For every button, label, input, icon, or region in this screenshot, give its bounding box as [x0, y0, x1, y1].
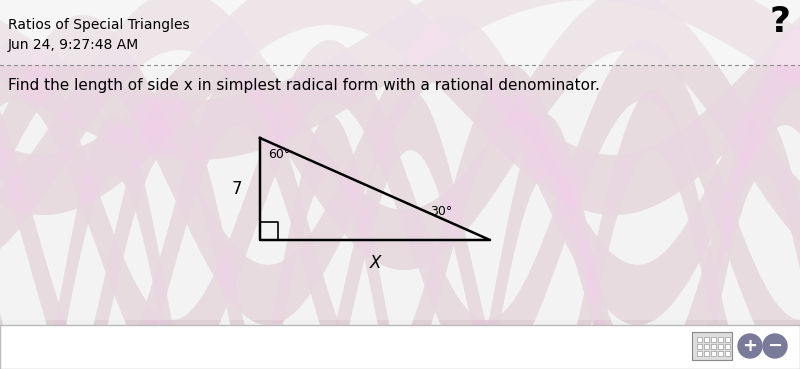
Text: −: − [767, 337, 782, 355]
Bar [697, 344, 702, 349]
Text: X: X [370, 254, 381, 272]
Bar [718, 351, 723, 356]
Bar [704, 344, 709, 349]
Bar [711, 351, 716, 356]
Text: 7: 7 [231, 180, 242, 198]
Text: Jun 24, 9:27:48 AM: Jun 24, 9:27:48 AM [8, 38, 139, 52]
Text: Ratios of Special Triangles: Ratios of Special Triangles [8, 18, 190, 32]
Bar [0, 325, 800, 369]
Text: 60°: 60° [268, 148, 290, 161]
Bar [0, 0, 800, 320]
Circle shape [738, 334, 762, 358]
Bar [725, 351, 730, 356]
Bar [718, 344, 723, 349]
Bar [697, 351, 702, 356]
Bar [704, 351, 709, 356]
Bar [711, 344, 716, 349]
FancyBboxPatch shape [692, 332, 732, 360]
Text: +: + [742, 337, 758, 355]
Text: 30°: 30° [430, 205, 452, 218]
Bar [704, 337, 709, 342]
Bar [725, 337, 730, 342]
Bar [0, 0, 800, 65]
Text: ?: ? [769, 5, 790, 39]
Circle shape [763, 334, 787, 358]
Bar [718, 337, 723, 342]
Bar [725, 344, 730, 349]
Text: Find the length of side x in simplest radical form with a rational denominator.: Find the length of side x in simplest ra… [8, 78, 600, 93]
Bar [711, 337, 716, 342]
Bar [697, 337, 702, 342]
